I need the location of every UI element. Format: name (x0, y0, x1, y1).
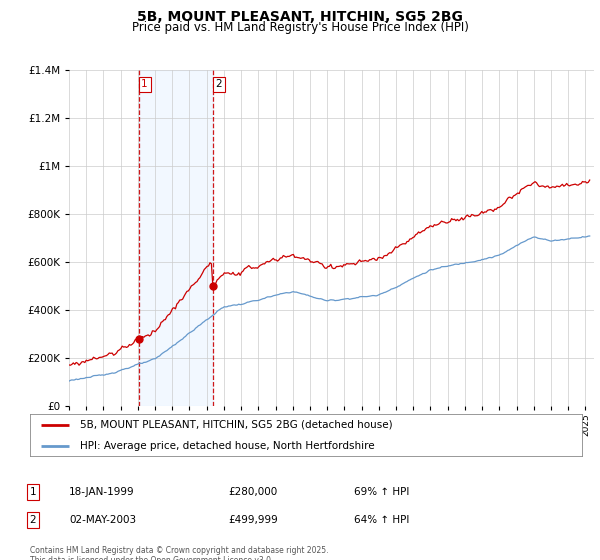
Text: 1: 1 (29, 487, 37, 497)
Text: 1: 1 (141, 80, 148, 90)
Text: 5B, MOUNT PLEASANT, HITCHIN, SG5 2BG (detached house): 5B, MOUNT PLEASANT, HITCHIN, SG5 2BG (de… (80, 420, 392, 430)
Text: 69% ↑ HPI: 69% ↑ HPI (354, 487, 409, 497)
Text: Contains HM Land Registry data © Crown copyright and database right 2025.
This d: Contains HM Land Registry data © Crown c… (30, 546, 329, 560)
Text: 64% ↑ HPI: 64% ↑ HPI (354, 515, 409, 525)
Text: 02-MAY-2003: 02-MAY-2003 (69, 515, 136, 525)
Text: 5B, MOUNT PLEASANT, HITCHIN, SG5 2BG: 5B, MOUNT PLEASANT, HITCHIN, SG5 2BG (137, 10, 463, 24)
Text: 18-JAN-1999: 18-JAN-1999 (69, 487, 134, 497)
Text: Price paid vs. HM Land Registry's House Price Index (HPI): Price paid vs. HM Land Registry's House … (131, 21, 469, 34)
Text: HPI: Average price, detached house, North Hertfordshire: HPI: Average price, detached house, Nort… (80, 441, 374, 451)
Text: £499,999: £499,999 (228, 515, 278, 525)
Text: £280,000: £280,000 (228, 487, 277, 497)
Bar (139, 70, 213, 406)
Text: 2: 2 (215, 80, 222, 90)
Text: 2: 2 (29, 515, 37, 525)
